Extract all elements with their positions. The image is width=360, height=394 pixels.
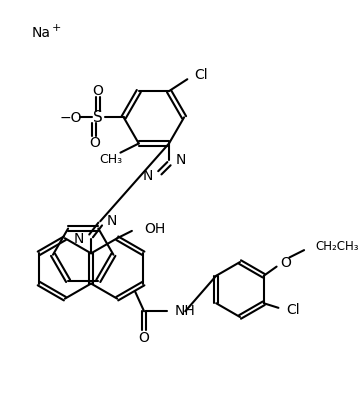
Text: N: N [73,232,84,246]
Text: O: O [93,84,103,98]
Text: CH₃: CH₃ [100,152,123,165]
Text: N: N [175,153,186,167]
Text: Na: Na [32,26,51,40]
Text: Cl: Cl [195,68,208,82]
Text: Cl: Cl [287,303,300,317]
Text: N: N [142,169,153,184]
Text: O: O [89,136,100,150]
Text: +: + [51,24,61,33]
Text: S: S [93,110,103,125]
Text: −O: −O [59,111,82,125]
Text: N: N [107,214,117,228]
Text: CH₂CH₃: CH₂CH₃ [315,240,359,253]
Text: O: O [139,331,149,345]
Text: OH: OH [145,222,166,236]
Text: NH: NH [174,304,195,318]
Text: O: O [280,256,291,270]
